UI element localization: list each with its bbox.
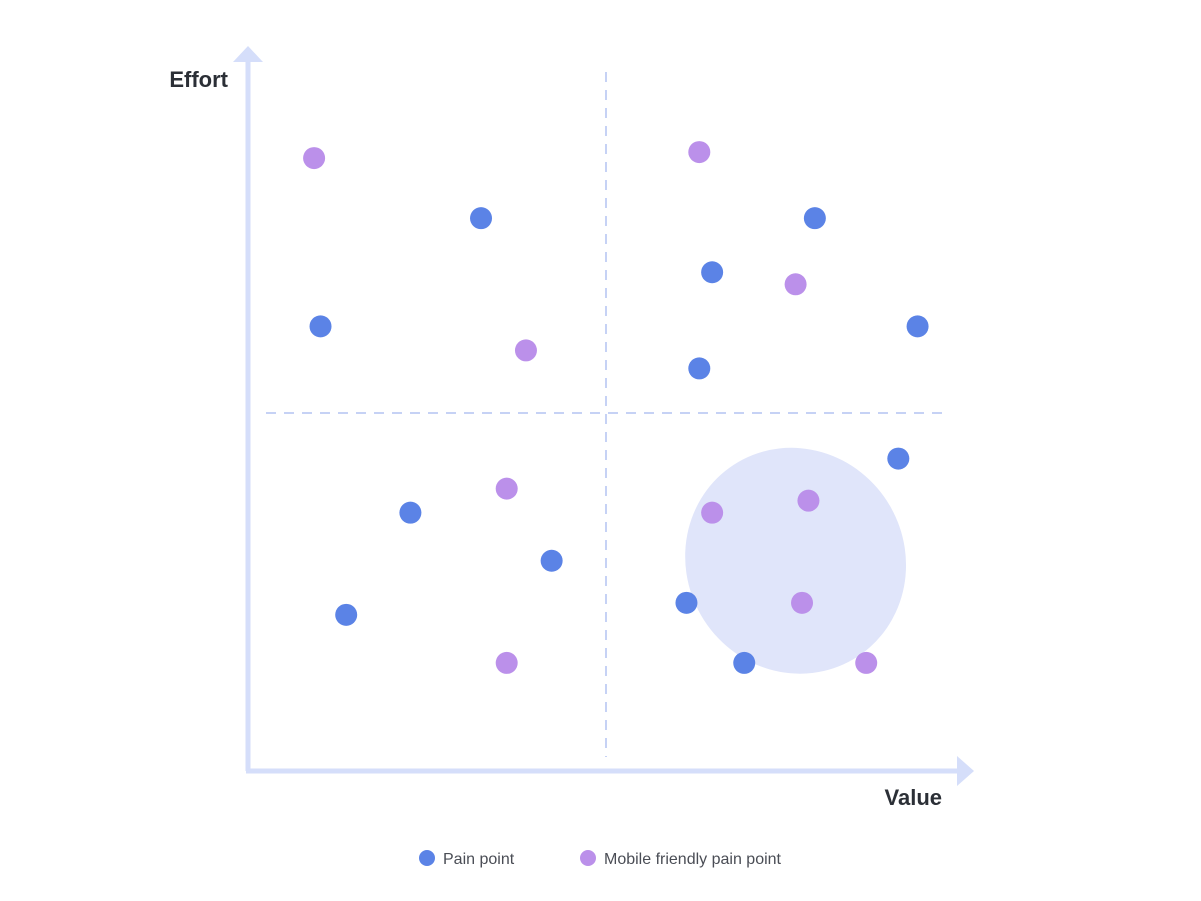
data-point-pain-point-7 [803,207,826,230]
data-point-mobile-friendly-pain-point-8 [797,489,820,512]
data-point-pain-point-6 [701,261,724,284]
data-point-mobile-friendly-pain-point-4 [495,651,518,674]
legend-swatch-mobile-friendly-pain-point [580,850,596,866]
data-point-pain-point-12 [733,651,756,674]
data-point-mobile-friendly-pain-point-6 [784,273,807,296]
data-point-pain-point-1 [470,207,493,230]
highlight-region [685,447,907,674]
axes [233,46,974,786]
data-point-mobile-friendly-pain-point-2 [514,339,537,362]
data-point-pain-point-8 [906,315,929,338]
y-axis-title: Effort [169,67,228,92]
data-point-pain-point-4 [540,549,563,572]
data-point-pain-point-9 [688,357,711,380]
data-point-pain-point-2 [309,315,332,338]
data-point-pain-point-10 [887,447,910,470]
legend-swatch-pain-point [419,850,435,866]
data-point-pain-point-3 [399,501,422,524]
data-point-mobile-friendly-pain-point-5 [688,141,711,164]
highlight-region-layer [685,447,907,674]
data-point-mobile-friendly-pain-point-9 [791,591,814,614]
legend-label-mobile-friendly-pain-point: Mobile friendly pain point [604,851,782,868]
data-point-pain-point-11 [675,591,698,614]
data-point-mobile-friendly-pain-point-3 [495,477,518,500]
legend: Pain point Mobile friendly pain point [419,850,782,868]
data-point-mobile-friendly-pain-point-7 [701,501,724,524]
quadrant-dividers [266,72,948,757]
y-axis-arrow [233,46,263,62]
legend-label-pain-point: Pain point [443,851,515,868]
x-axis-arrow [957,756,974,786]
data-point-mobile-friendly-pain-point-10 [855,651,878,674]
data-point-pain-point-5 [335,603,358,626]
x-axis-title: Value [885,785,942,810]
data-points [303,141,929,674]
data-point-mobile-friendly-pain-point-1 [303,147,326,170]
